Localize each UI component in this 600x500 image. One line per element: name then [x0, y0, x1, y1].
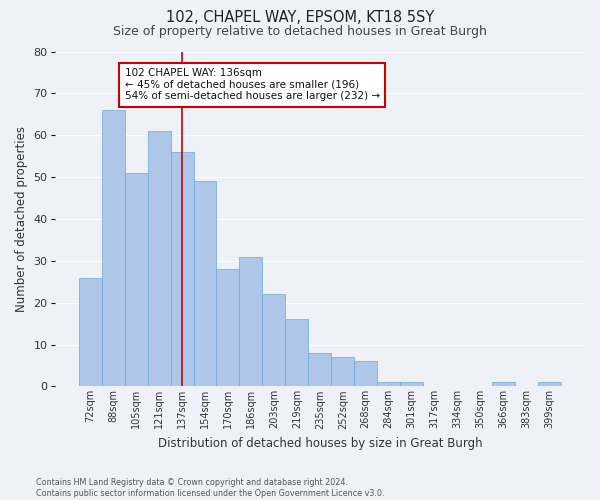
Text: Size of property relative to detached houses in Great Burgh: Size of property relative to detached ho… [113, 25, 487, 38]
Bar [194, 182, 217, 386]
X-axis label: Distribution of detached houses by size in Great Burgh: Distribution of detached houses by size … [157, 437, 482, 450]
Bar [79, 278, 101, 386]
Bar [148, 131, 170, 386]
Bar [101, 110, 125, 386]
Bar [354, 362, 377, 386]
Bar [331, 357, 354, 386]
Bar [308, 353, 331, 386]
Bar [377, 382, 400, 386]
Bar [538, 382, 561, 386]
Bar [239, 256, 262, 386]
Text: 102 CHAPEL WAY: 136sqm
← 45% of detached houses are smaller (196)
54% of semi-de: 102 CHAPEL WAY: 136sqm ← 45% of detached… [125, 68, 380, 102]
Bar [400, 382, 423, 386]
Bar [286, 320, 308, 386]
Bar [492, 382, 515, 386]
Bar [125, 173, 148, 386]
Bar [170, 152, 194, 386]
Bar [217, 269, 239, 386]
Text: Contains HM Land Registry data © Crown copyright and database right 2024.
Contai: Contains HM Land Registry data © Crown c… [36, 478, 385, 498]
Y-axis label: Number of detached properties: Number of detached properties [15, 126, 28, 312]
Bar [262, 294, 286, 386]
Text: 102, CHAPEL WAY, EPSOM, KT18 5SY: 102, CHAPEL WAY, EPSOM, KT18 5SY [166, 10, 434, 25]
